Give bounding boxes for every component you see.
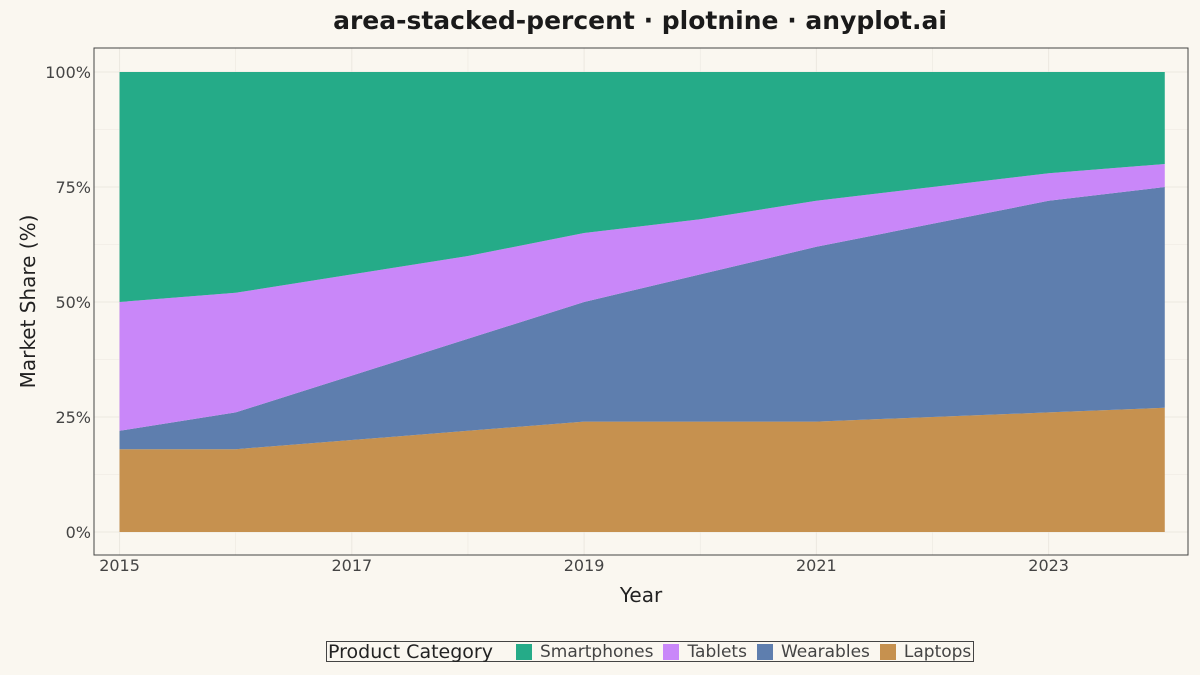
legend-swatch-laptops [879, 643, 896, 660]
legend-swatch-wearables [756, 643, 773, 660]
y-axis-ticks: 0% 25% 50% 75% 100% [45, 63, 91, 542]
legend-label-laptops: Laptops [903, 641, 972, 662]
legend-item-wearables: Wearables [756, 641, 870, 662]
legend-item-tablets: Tablets [663, 641, 747, 662]
y-axis-title: Market Share (%) [16, 215, 40, 389]
x-tick-label: 2021 [796, 556, 837, 575]
legend-item-laptops: Laptops [879, 641, 972, 662]
plot-panel-border [93, 47, 1189, 556]
area-laptops [119, 407, 1165, 532]
legend-label-smartphones: Smartphones [539, 641, 654, 662]
y-tick-label: 0% [66, 523, 91, 542]
legend-swatch-tablets [663, 643, 680, 660]
y-tick-label: 100% [45, 63, 91, 82]
x-tick-label: 2015 [99, 556, 140, 575]
legend-title: Product Category [328, 640, 493, 663]
y-tick-label: 25% [55, 408, 91, 427]
legend-swatch-smartphones [515, 643, 532, 660]
area-wearables [119, 187, 1165, 450]
legend-label-tablets: Tablets [687, 641, 747, 662]
legend-item-smartphones: Smartphones [515, 641, 654, 662]
x-axis-title: Year [619, 583, 663, 607]
x-axis-ticks: 2015 2017 2019 2021 2023 [99, 556, 1069, 575]
x-tick-label: 2019 [564, 556, 605, 575]
chart-title: area-stacked-percent · plotnine · anyplo… [333, 6, 947, 35]
y-tick-label: 75% [55, 178, 91, 197]
legend-label-wearables: Wearables [780, 641, 870, 662]
area-smartphones [119, 72, 1165, 302]
x-tick-label: 2023 [1028, 556, 1069, 575]
legend: Product Category Smartphones Tablets Wea… [326, 640, 975, 663]
area-tablets [119, 164, 1165, 431]
y-tick-label: 50% [55, 293, 91, 312]
stacked-areas [119, 72, 1165, 532]
x-tick-label: 2017 [331, 556, 372, 575]
